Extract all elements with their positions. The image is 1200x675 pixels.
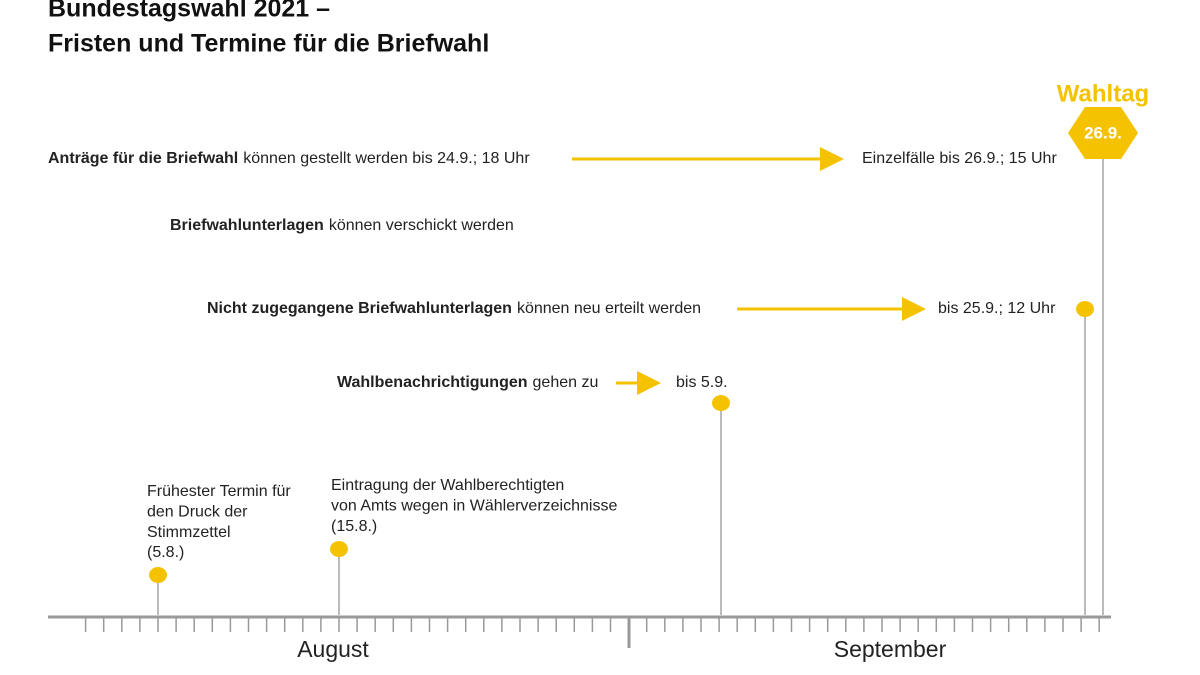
row-text: Briefwahlunterlagen können verschickt wer… bbox=[170, 217, 514, 234]
ticks bbox=[84, 617, 1100, 632]
dot bbox=[330, 541, 348, 557]
title: Bundestagswahl 2021 – bbox=[48, 0, 330, 23]
row-text: Wahlbenachrichtigungen gehen zu bbox=[337, 374, 598, 391]
milestone-text: Stimmzettel bbox=[147, 524, 231, 541]
wahltag-date: 26.9. bbox=[1084, 123, 1122, 142]
dot bbox=[1076, 301, 1094, 317]
row-bold: Wahlbenachrichtigungen bbox=[337, 374, 528, 391]
row-rest: können verschickt werden bbox=[329, 217, 514, 234]
row-end: bis 25.9.; 12 Uhr bbox=[938, 300, 1056, 317]
title: Fristen und Termine für die Briefwahl bbox=[48, 30, 489, 58]
milestones: Frühester Termin für den Druck der Stimmze… bbox=[147, 477, 617, 561]
milestone-text: von Amts wegen in Wählerverzeichnisse bbox=[331, 498, 617, 515]
row-rest: können neu erteilt werden bbox=[517, 300, 701, 317]
row-rest: können gestellt werden bis 24.9.; 18 Uhr bbox=[243, 150, 530, 167]
milestone-text: Eintragung der Wahlberechtigten bbox=[331, 477, 564, 494]
wahltag-label: Wahltag bbox=[1057, 80, 1149, 107]
dot bbox=[149, 567, 167, 583]
row-end: bis 5.9. bbox=[676, 374, 728, 391]
row-text: Nicht zugegangene Briefwahlunterlagen kön… bbox=[207, 300, 701, 317]
month-label: August bbox=[297, 636, 369, 662]
milestone-text: Frühester Termin für bbox=[147, 483, 291, 500]
milestone-text: (5.8.) bbox=[147, 544, 184, 561]
row-end: Einzelfälle bis 26.9.; 15 Uhr bbox=[862, 150, 1057, 167]
month-label: September bbox=[834, 636, 947, 662]
dot bbox=[712, 395, 730, 411]
row-bold: Anträge für die Briefwahl bbox=[48, 150, 238, 167]
wahltag-hexagon bbox=[1068, 107, 1138, 159]
milestone-text: den Druck der bbox=[147, 504, 248, 521]
row-rest: gehen zu bbox=[533, 374, 599, 391]
row-bold: Briefwahlunterlagen bbox=[170, 217, 324, 234]
row-text: Anträge für die Briefwahl können gestellt… bbox=[48, 150, 530, 167]
milestone-text: (15.8.) bbox=[331, 518, 377, 535]
row-bold: Nicht zugegangene Briefwahlunterlagen bbox=[207, 300, 512, 317]
